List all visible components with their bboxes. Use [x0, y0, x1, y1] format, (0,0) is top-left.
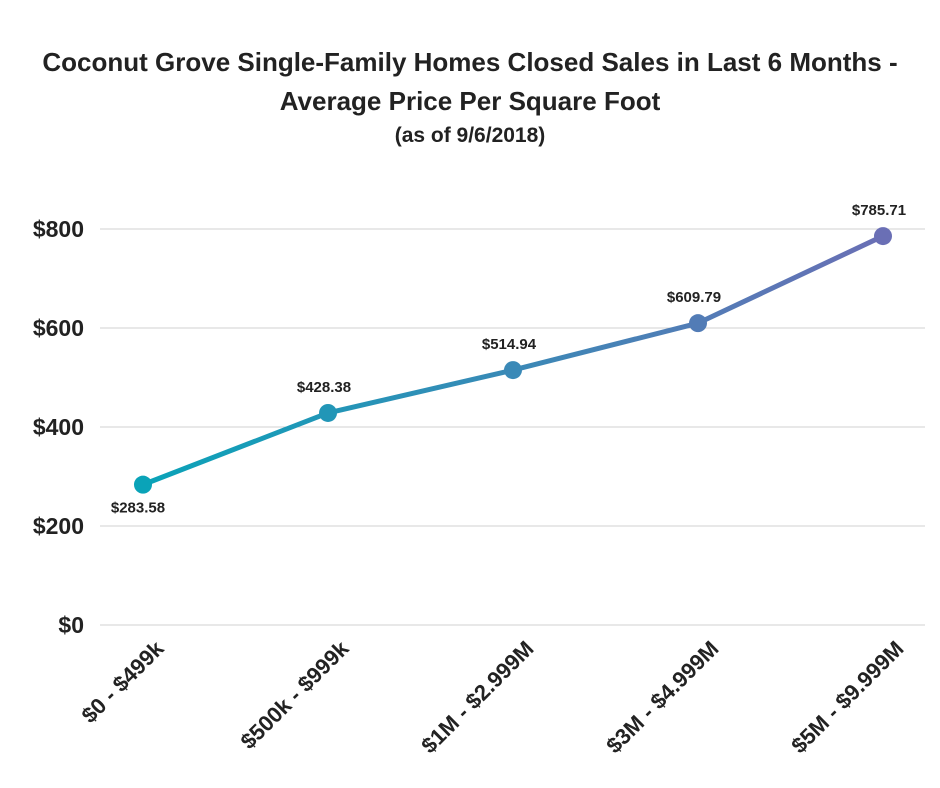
y-tick-label: $200	[33, 513, 84, 539]
data-label: $283.58	[111, 500, 165, 517]
y-tick-label: $400	[33, 414, 84, 440]
data-point	[504, 361, 522, 380]
data-point	[874, 227, 892, 246]
data-label: $785.71	[852, 202, 906, 219]
chart-title-line-1: Coconut Grove Single-Family Homes Closed…	[42, 47, 898, 77]
data-point	[134, 475, 152, 494]
data-label: $428.38	[297, 379, 351, 396]
data-label: $514.94	[482, 336, 537, 353]
x-tick-label: $500k - $999k	[236, 635, 355, 754]
chart-title-line-2: Average Price Per Square Foot	[279, 86, 661, 116]
data-label: $609.79	[667, 289, 721, 306]
y-axis-ticks: $0 $200 $400 $600 $800	[33, 216, 84, 638]
series-line	[140, 233, 886, 488]
chart-title: Coconut Grove Single-Family Homes Closed…	[0, 43, 940, 121]
data-labels: $283.58 $428.38 $514.94 $609.79 $785.71	[111, 202, 906, 517]
chart-subtitle: (as of 9/6/2018)	[394, 124, 546, 147]
series-layer	[134, 227, 892, 494]
x-tick-label: $3M - $4.999M	[601, 636, 723, 758]
x-axis-ticks: $0 - $499k $500k - $999k $1M - $2.999M $3M …	[76, 635, 908, 758]
y-tick-label: $0	[58, 612, 84, 638]
y-tick-label: $800	[33, 216, 84, 242]
data-point	[689, 314, 707, 333]
data-point	[319, 403, 337, 422]
x-tick-label: $0 - $499k	[76, 635, 169, 728]
x-tick-label: $5M - $9.999M	[786, 636, 908, 758]
grid-lines	[100, 228, 925, 626]
y-tick-label: $600	[33, 315, 84, 341]
x-tick-label: $1M - $2.999M	[416, 636, 538, 758]
